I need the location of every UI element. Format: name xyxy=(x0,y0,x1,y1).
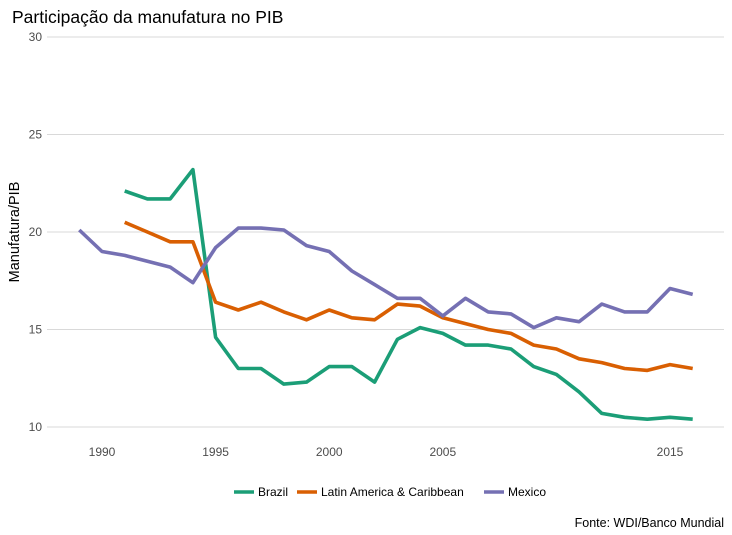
chart-title: Participação da manufatura no PIB xyxy=(12,7,283,27)
gridlines xyxy=(47,36,724,428)
x-tick-label: 1990 xyxy=(89,445,116,459)
y-tick-label: 15 xyxy=(29,323,43,337)
series-line-mexico xyxy=(78,226,694,330)
y-tick-label: 20 xyxy=(29,225,43,239)
y-axis-label: Manufatura/PIB xyxy=(7,182,23,283)
legend-label: Latin America & Caribbean xyxy=(321,485,464,499)
x-tick-label: 1995 xyxy=(202,445,229,459)
series-line-latin-america-caribbean xyxy=(123,220,694,373)
y-tick-label: 10 xyxy=(29,420,43,434)
y-axis-ticks: 10 15 20 25 30 xyxy=(29,30,43,434)
legend: Brazil Latin America & Caribbean Mexico xyxy=(234,485,546,499)
y-tick-label: 30 xyxy=(29,30,43,44)
legend-label: Mexico xyxy=(508,485,546,499)
x-tick-label: 2015 xyxy=(657,445,684,459)
chart-caption: Fonte: WDI/Banco Mundial xyxy=(575,516,724,530)
x-axis-ticks: 1990 1995 2000 2005 2015 xyxy=(89,445,684,459)
x-tick-label: 2000 xyxy=(316,445,343,459)
series-line-brazil xyxy=(124,167,693,422)
y-tick-label: 25 xyxy=(29,128,43,142)
legend-label: Brazil xyxy=(258,485,288,499)
series-lines xyxy=(78,167,694,422)
x-tick-label: 2005 xyxy=(429,445,456,459)
